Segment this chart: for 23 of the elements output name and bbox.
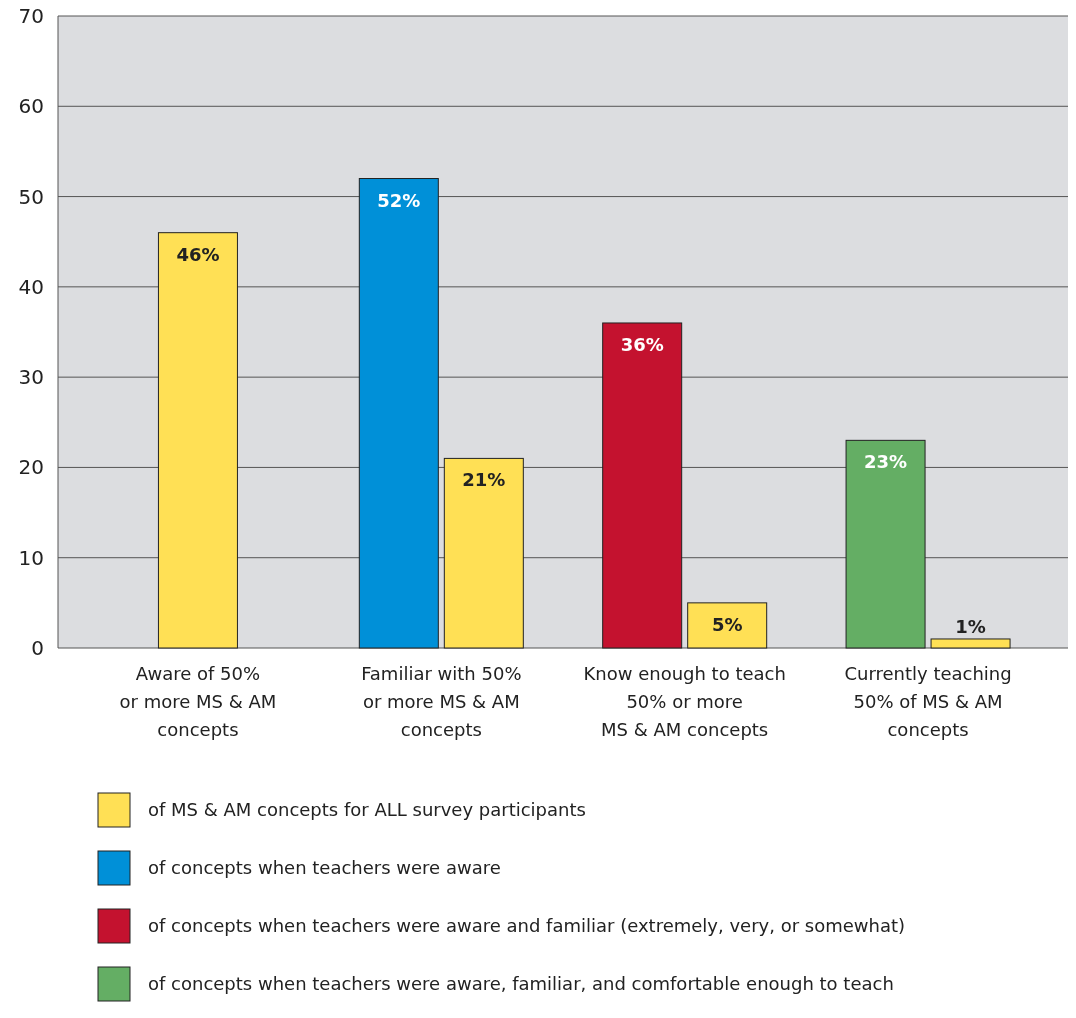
data-label: 1% xyxy=(955,615,986,637)
legend-label: of concepts when teachers were aware and familiar (extremely, very, or somewhat) xyxy=(148,915,906,937)
x-tick-label: Know enough to teach 50% or more MS & AM concepts xyxy=(583,663,786,740)
data-label: 23% xyxy=(864,451,908,473)
y-tick-label: 60 xyxy=(18,94,44,119)
data-label: 21% xyxy=(462,469,506,491)
y-tick-label: 40 xyxy=(18,274,44,299)
y-tick-label: 20 xyxy=(18,455,44,480)
y-tick-label: 50 xyxy=(18,184,44,209)
y-tick-label: 10 xyxy=(18,545,44,570)
legend-label: of concepts when teachers were aware, familiar, and comfortable enough to teach xyxy=(148,973,894,995)
legend-label: of concepts when teachers were aware xyxy=(148,857,501,879)
y-tick-label: 70 xyxy=(18,4,44,28)
data-label: 46% xyxy=(176,243,220,265)
x-tick-label: Aware of 50% or more MS & AM concepts xyxy=(119,663,277,740)
data-label: 36% xyxy=(620,333,664,355)
y-tick-label: 30 xyxy=(18,365,44,390)
data-label: 5% xyxy=(711,613,743,635)
legend-label: of MS & AM concepts for ALL survey participants xyxy=(148,799,586,821)
x-tick-label: Currently teaching 50% of MS & AM concepts xyxy=(844,663,1012,740)
data-label: 52% xyxy=(377,189,421,211)
y-tick-label: 0 xyxy=(31,636,44,660)
x-tick-label: Familiar with 50% or more MS & AM concepts xyxy=(361,663,522,740)
